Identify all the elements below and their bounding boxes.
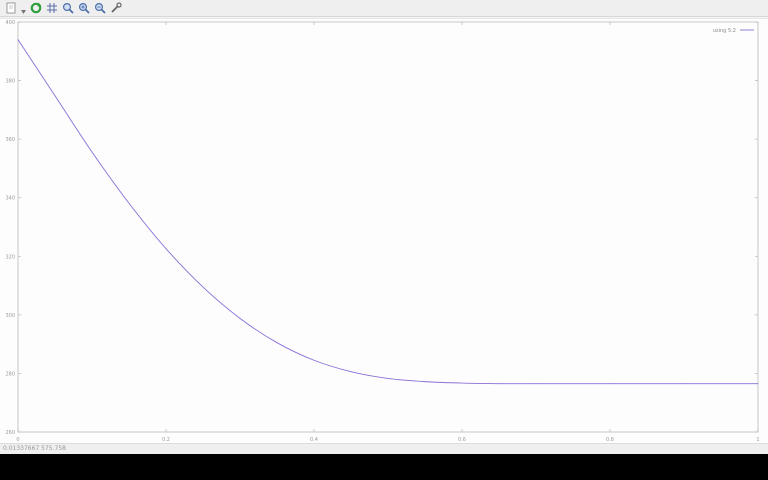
toolbar (0, 0, 768, 17)
export-menu-button[interactable] (19, 1, 27, 16)
settings-wrench-icon (110, 2, 122, 14)
data-point (609, 383, 611, 385)
status-bar: 0.01337667 575.758 (0, 443, 768, 454)
line-chart[interactable]: 0 0.2 0.4 0.6 0.8 1 400 380 360 340 320 300 280 260 us… (0, 19, 768, 444)
data-point (165, 248, 167, 250)
series-line (17, 39, 758, 385)
grid-button[interactable] (44, 1, 59, 16)
zoom-button[interactable] (60, 1, 75, 16)
y-tick-label: 260 (5, 430, 15, 436)
x-tick-label: 0.4 (310, 437, 318, 443)
data-point (91, 151, 93, 153)
x-tick-label: 0 (16, 437, 19, 443)
y-tick-label: 360 (5, 137, 15, 143)
refresh-icon (30, 2, 42, 14)
settings-button[interactable] (108, 1, 123, 16)
data-point (350, 371, 352, 373)
y-tick-label: 340 (5, 196, 15, 202)
data-point (128, 202, 130, 204)
grid-icon (46, 2, 58, 14)
legend-label: using 5:2 (713, 28, 736, 34)
y-tick-label: 280 (5, 371, 15, 377)
data-point (313, 359, 315, 361)
export-button[interactable] (3, 1, 18, 16)
y-tick-label: 380 (5, 79, 15, 85)
y-tick-label: 300 (5, 313, 15, 319)
data-point (757, 383, 759, 385)
taskbar (0, 454, 768, 480)
data-point (535, 383, 537, 385)
y-tick-label: 320 (5, 254, 15, 260)
zoom-icon (62, 2, 74, 14)
data-point (387, 378, 389, 379)
x-tick-label: 1 (756, 437, 759, 443)
refresh-button[interactable] (28, 1, 43, 16)
plot-window: 0 0.2 0.4 0.6 0.8 1 400 380 360 340 320 300 280 260 us… (0, 0, 768, 454)
data-point (424, 381, 426, 383)
plot-border (17, 21, 759, 433)
cursor-coordinates: 0.01337667 575.758 (3, 445, 66, 452)
data-point (54, 95, 56, 97)
data-point (239, 317, 241, 319)
y-tick-label: 400 (5, 20, 15, 26)
export-icon (5, 2, 17, 14)
data-point (276, 342, 278, 344)
x-tick-label: 0.8 (606, 437, 614, 443)
zoom-out-button[interactable] (92, 1, 107, 16)
data-point (498, 383, 500, 385)
data-point (683, 383, 685, 385)
zoom-in-button[interactable] (76, 1, 91, 16)
zoom-out-icon (94, 2, 106, 14)
data-point (202, 286, 204, 288)
x-tick-label: 0.6 (458, 437, 466, 443)
x-tick-label: 0.2 (162, 437, 170, 443)
zoom-in-icon (78, 2, 90, 14)
export-menu-icon (20, 0, 26, 18)
data-point (461, 382, 463, 384)
plot-area[interactable]: 0 0.2 0.4 0.6 0.8 1 400 380 360 340 320 300 280 260 us… (0, 18, 768, 443)
data-point (17, 39, 19, 40)
